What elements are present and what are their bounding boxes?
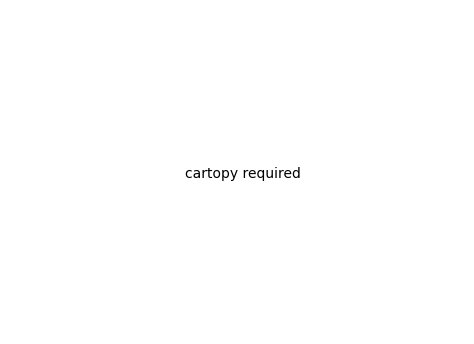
Text: cartopy required: cartopy required: [185, 167, 301, 181]
